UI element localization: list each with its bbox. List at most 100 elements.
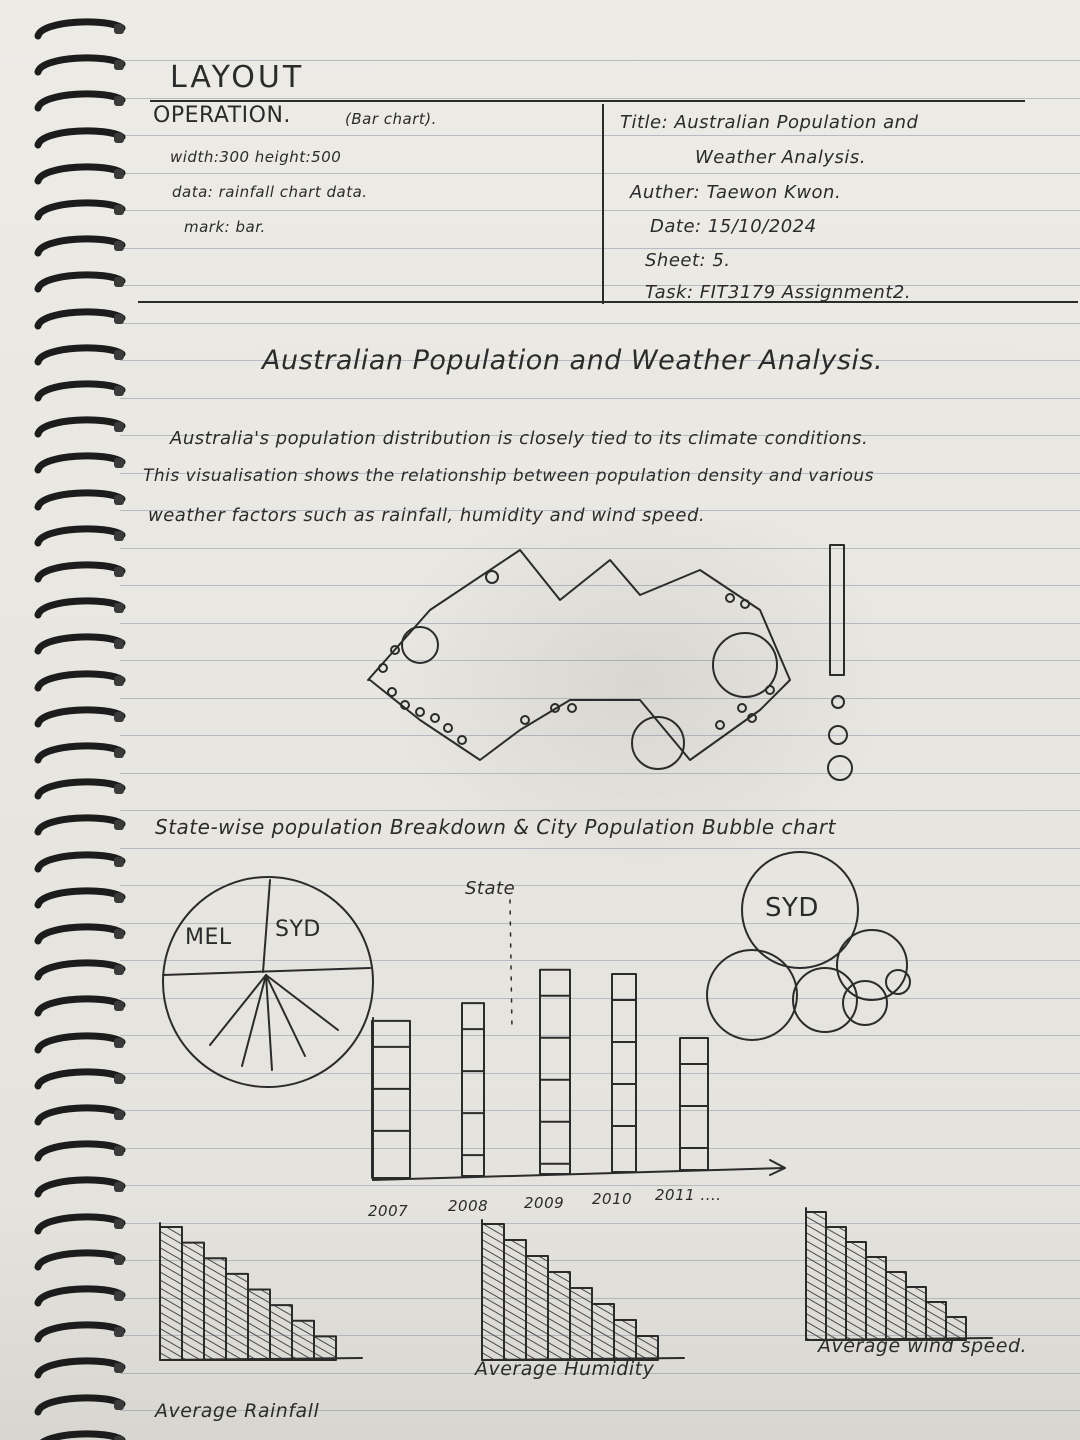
spiral-coil	[34, 489, 126, 511]
spiral-coil	[34, 995, 126, 1017]
spiral-coil	[34, 452, 126, 474]
bar-year-2010: 2010	[592, 1190, 633, 1208]
mini-bar	[269, 1304, 293, 1361]
ruled-line	[120, 1073, 1080, 1074]
spiral-coil	[34, 959, 126, 981]
ruled-line	[120, 210, 1080, 211]
mini-axis	[805, 1207, 993, 1341]
pie-label-mel: MEL	[185, 925, 232, 950]
pie-chart-sketch	[162, 876, 374, 1088]
operation-heading: OPERATION.	[153, 103, 291, 128]
spiral-coil	[34, 597, 126, 619]
mini-bar	[525, 1255, 549, 1361]
mini-bar	[481, 1223, 505, 1361]
spiral-coil	[34, 561, 126, 583]
mini-axis	[159, 1222, 363, 1361]
spiral-coil	[34, 1357, 126, 1379]
mini-bar	[865, 1256, 887, 1341]
spiral-coil	[34, 18, 126, 40]
spiral-coil	[34, 380, 126, 402]
mini-bar	[845, 1241, 867, 1341]
ruled-line	[120, 60, 1080, 61]
meta-title-line1: Title: Australian Population and	[620, 112, 919, 133]
bar-year-2007: 2007	[368, 1202, 409, 1220]
spiral-coil	[34, 887, 126, 909]
map-legend-sketch	[827, 544, 853, 781]
spiral-coil	[34, 163, 126, 185]
ruled-line	[120, 773, 1080, 774]
ruled-line	[120, 585, 1080, 586]
ruled-line	[120, 1148, 1080, 1149]
ruled-line	[120, 248, 1080, 249]
mark-note: mark: bar.	[184, 218, 266, 236]
bar-chart-axes	[372, 899, 786, 1181]
description-line-3: weather factors such as rainfall, humidi…	[148, 505, 706, 526]
mini-charts	[159, 1207, 993, 1361]
ruled-line	[120, 960, 1080, 961]
bar-2008	[461, 1002, 485, 1178]
ruled-line	[120, 998, 1080, 999]
mini-bar	[313, 1335, 337, 1361]
mini-axis	[481, 1219, 685, 1361]
spiral-coil	[34, 199, 126, 221]
mini-bar	[591, 1303, 615, 1361]
dims-note: width:300 height:500	[170, 148, 342, 166]
mini-bar	[825, 1226, 847, 1341]
spiral-coil	[34, 1321, 126, 1343]
ruled-line	[120, 1185, 1080, 1186]
ruled-line	[120, 623, 1080, 624]
mini-bar	[945, 1316, 967, 1341]
australia-map-sketch	[367, 549, 791, 770]
header-top-line	[150, 100, 1025, 102]
ruled-line	[120, 1373, 1080, 1374]
mini-bar	[291, 1319, 315, 1361]
ruled-line	[120, 173, 1080, 174]
bubble-chart-sketch	[706, 851, 911, 1041]
ruled-line	[120, 548, 1080, 549]
spiral-coil	[34, 1213, 126, 1235]
bar-2010	[611, 973, 637, 1173]
spiral-coil	[34, 1032, 126, 1054]
data-note: data: rainfall chart data.	[172, 183, 368, 201]
mini-bar	[613, 1319, 637, 1361]
mini-bar	[547, 1271, 571, 1361]
mini-bar	[905, 1286, 927, 1341]
spiral-coil	[34, 1176, 126, 1198]
meta-task: Task: FIT3179 Assignment2.	[645, 282, 912, 303]
spiral-coil	[34, 416, 126, 438]
ruled-line	[120, 1410, 1080, 1411]
ruled-line	[120, 435, 1080, 436]
ruled-line	[120, 398, 1080, 399]
spiral-coil	[34, 54, 126, 76]
mini-bar	[247, 1288, 271, 1361]
ruled-line	[120, 735, 1080, 736]
bubble-label-syd: SYD	[765, 893, 819, 923]
spiral-coil	[34, 1140, 126, 1162]
spiral-coil	[34, 525, 126, 547]
bar-2011 ....	[679, 1037, 709, 1171]
spiral-coil	[34, 127, 126, 149]
spiral-coil	[40, 1430, 126, 1440]
bar-chart-marks	[371, 968, 709, 1179]
mini-label-wind: Average wind speed.	[818, 1335, 1028, 1357]
bar-2009	[539, 968, 571, 1176]
ruled-line	[120, 848, 1080, 849]
ruled-line	[120, 1110, 1080, 1111]
mini-bar	[159, 1226, 183, 1361]
chart-type-note: (Bar chart).	[345, 110, 437, 128]
ruled-line	[120, 1298, 1080, 1299]
mini-bar	[885, 1271, 907, 1341]
meta-title-line2: Weather Analysis.	[695, 147, 866, 168]
ruled-line	[120, 1260, 1080, 1261]
spiral-coil	[34, 742, 126, 764]
spiral-coil	[34, 851, 126, 873]
bar-2007	[371, 1019, 411, 1179]
spiral-coil	[34, 235, 126, 257]
spiral-coil	[34, 633, 126, 655]
spiral-coil	[34, 706, 126, 728]
ruled-line	[120, 1223, 1080, 1224]
main-title: Australian Population and Weather Analys…	[262, 345, 884, 376]
ruled-line	[120, 698, 1080, 699]
